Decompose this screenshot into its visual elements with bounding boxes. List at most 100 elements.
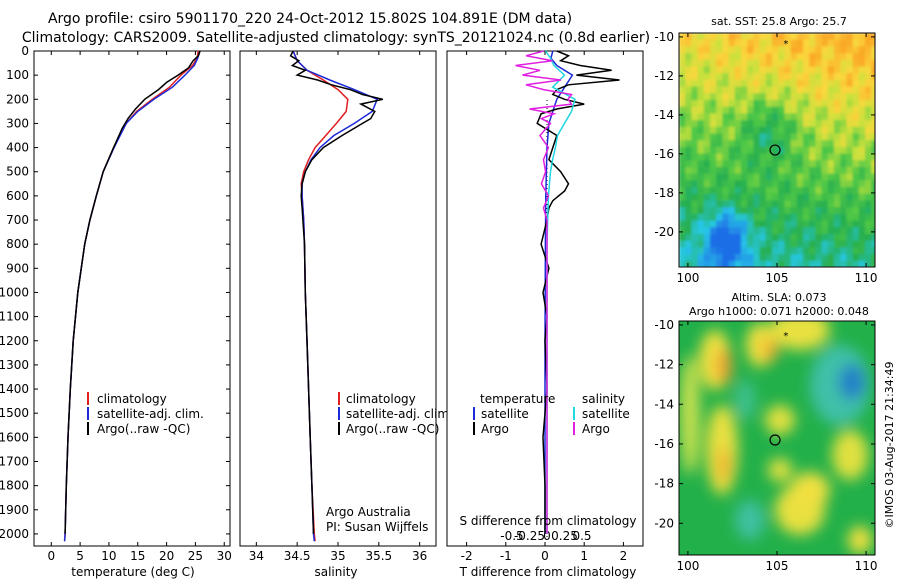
sst-cell — [840, 220, 847, 228]
sst-cell — [871, 126, 875, 135]
sst-cell — [834, 260, 841, 267]
sst-cell — [858, 187, 866, 195]
sst-cell — [796, 220, 804, 228]
sst-cell — [840, 234, 847, 242]
sst-cell — [871, 240, 875, 248]
sst-cell — [858, 227, 866, 235]
sst-cell — [784, 79, 792, 88]
sst-cell — [796, 140, 804, 148]
sst-cell — [741, 113, 748, 121]
sst-cell — [722, 193, 730, 202]
sst-cell — [703, 227, 711, 235]
sst-cell — [710, 126, 717, 135]
sst-cell — [796, 73, 804, 81]
difference-panel: -2 -1 0 1 2-0.5-0.250 0.250.5 T difference fr… — [446, 50, 644, 579]
sst-cell — [772, 106, 779, 114]
sst-cell — [821, 227, 829, 235]
sst-cell — [846, 173, 854, 181]
sst-cell — [697, 227, 705, 235]
sst-cell — [821, 33, 829, 41]
x-tick-label: 35 — [330, 549, 345, 563]
sst-cell — [865, 100, 872, 108]
sst-cell — [765, 187, 773, 195]
x-tick-label: 10 — [101, 549, 116, 563]
sst-cell — [778, 93, 785, 101]
sst-cell — [796, 106, 804, 114]
salinity-axes-frame — [239, 50, 437, 547]
sst-cell — [772, 187, 779, 195]
sst-cell — [840, 53, 847, 61]
sst-cell — [697, 247, 705, 255]
sst-cell — [834, 160, 841, 168]
sst-cell — [815, 106, 823, 114]
sst-cell — [858, 234, 866, 242]
sst-cell — [852, 254, 860, 262]
sst-cell — [803, 213, 810, 222]
sst-cell — [722, 93, 730, 101]
sst-cell — [840, 86, 847, 94]
sst-cell — [772, 200, 779, 208]
sst-cell — [858, 167, 866, 175]
sst-cell — [679, 160, 686, 168]
sst-cell — [796, 260, 804, 267]
sst-cell — [747, 234, 754, 242]
sst-cell — [747, 39, 754, 47]
sla-anomaly-blob — [716, 348, 732, 384]
sst-cell — [852, 106, 860, 114]
sst-cell — [697, 120, 705, 128]
sst-cell — [697, 140, 705, 148]
sst-cell — [803, 120, 810, 128]
sst-cell — [821, 153, 829, 161]
sst-cell — [852, 146, 860, 155]
sst-cell — [741, 93, 748, 101]
sst-cell — [834, 120, 841, 128]
sst-cell — [716, 220, 723, 228]
sst-cell — [865, 187, 872, 195]
sst-cell — [803, 240, 810, 248]
sst-cell — [871, 153, 875, 161]
profile-location-marker — [769, 434, 781, 446]
sst-cell — [784, 167, 792, 175]
salinity-x-axis: 34 34.5 35 35.5 36 — [249, 51, 427, 563]
sst-cell — [703, 200, 711, 208]
sst-cell — [722, 146, 730, 155]
sst-cell — [846, 213, 854, 222]
sst-cell — [679, 153, 686, 161]
sst-cell — [679, 140, 686, 148]
sst-cell — [710, 106, 717, 114]
sst-cell — [772, 93, 779, 101]
sst-cell — [753, 173, 761, 181]
sst-cell — [753, 73, 761, 81]
sst-cell — [852, 180, 860, 188]
s-difference-label: S difference from climatology — [460, 514, 637, 528]
sst-cell — [765, 133, 773, 141]
sst-cell — [790, 33, 798, 41]
sst-cell — [703, 79, 711, 88]
sst-cell — [679, 126, 686, 135]
sst-cell — [753, 39, 761, 47]
sst-cell — [784, 133, 792, 141]
sst-cell — [871, 193, 875, 202]
sst-cell — [827, 220, 835, 228]
sst-cell — [865, 200, 872, 208]
sst-cell — [765, 213, 773, 222]
float-position-marker: * — [783, 331, 788, 342]
sst-cell — [858, 126, 866, 135]
sst-cell — [846, 247, 854, 255]
sst-cell — [809, 173, 816, 181]
sst-cell — [753, 133, 761, 141]
sst-cell — [815, 146, 823, 155]
sst-cell — [734, 73, 742, 81]
sst-cell — [852, 160, 860, 168]
sst-cell — [852, 200, 860, 208]
sst-cell — [784, 126, 792, 135]
sst-cell — [710, 240, 717, 248]
sst-cell — [834, 173, 841, 181]
sst-cell — [815, 133, 823, 141]
sst-cell — [840, 160, 847, 168]
sst-cell — [697, 106, 705, 114]
sst-cell — [741, 260, 748, 267]
sst-cell — [846, 200, 854, 208]
sst-cell — [821, 53, 829, 61]
x-tick-label: 30 — [217, 549, 232, 563]
